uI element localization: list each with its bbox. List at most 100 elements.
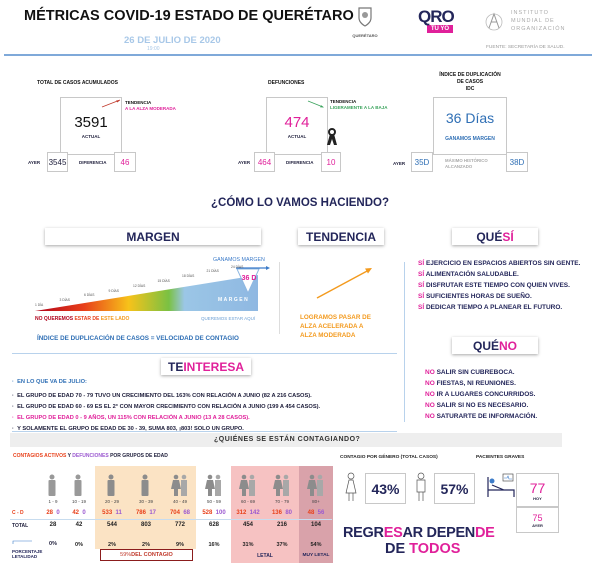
muy-letal-label: MUY LETAL [302, 553, 330, 558]
actual-label: ACTUAL [81, 133, 101, 139]
institute-logo-icon [485, 10, 503, 38]
queretaro-seal-logo: QUERÉTARO [352, 6, 378, 44]
total-value: 544 [106, 522, 117, 528]
margen-chart [35, 266, 270, 311]
age-label: 30 - 39 [138, 499, 153, 504]
section-title: ¿CÓMO LO VAMOS HACIENDO? [210, 197, 390, 209]
list-item: NO SATURARTE DE INFORMACIÓN. [425, 413, 538, 420]
total-value: 28 [49, 522, 57, 528]
margen-tick-label: 21 DÍAS [206, 269, 219, 274]
idc-box: 36 Días GANAMOS MARGEN [433, 97, 507, 155]
divider [12, 353, 397, 354]
tendencia-title: TENDENCIA [298, 228, 384, 245]
divider [404, 262, 405, 422]
total-value: 772 [174, 522, 185, 528]
institute-name: INSTITUTO MUNDIAL DE ORGANIZACIÓN [511, 10, 566, 32]
quienes-subtitle: CONTAGIOS ACTIVOS Y DEFUNCIONES POR GRUP… [13, 453, 168, 459]
pct-value: 31% [242, 542, 254, 548]
interesa-list: · EL GRUPO DE EDAD 70 - 79 TUVO UN CRECI… [12, 391, 320, 435]
divider [10, 519, 332, 520]
interesa-intro: · EN LO QUE VA DE JULIO: [12, 379, 87, 385]
list-item: · EL GRUPO DE EDAD 60 - 69 ES EL 2° CON … [12, 404, 321, 410]
trend-arrow-icon [316, 268, 372, 299]
age-label: 10 - 19 [71, 499, 86, 504]
casos-ayer-value: 3545 [47, 152, 68, 172]
pct-value: 2% [108, 542, 116, 548]
list-item: NO SALIR SIN CUBREBOCA. [425, 369, 515, 376]
pct-value: 0% [49, 541, 57, 547]
queremos-label: QUEREMOS ESTAR AQUÍ [201, 316, 256, 321]
idc-value: 36 Días [445, 110, 495, 126]
margen-bar-label: MARGEN [218, 297, 250, 303]
couple-icon [205, 474, 221, 496]
age-label: 70 - 79 [274, 499, 289, 504]
graves-ayer-value: 75 [532, 512, 543, 523]
idc-ayer-value: 35D [411, 152, 433, 172]
couple-icon [307, 474, 323, 496]
idc-sub: GANAMOS MARGEN [445, 136, 495, 142]
divider [279, 262, 280, 334]
graves-ayer-box: 75 AYER [516, 507, 559, 533]
list-item: NO SALIR SI NO ES NECESARIO. [425, 402, 529, 409]
trend-up-arrow-icon [101, 99, 121, 108]
person-icon [74, 474, 82, 496]
row-pct-label: PORCENTAJE LETALIDAD [12, 549, 43, 559]
pct-value: 9% [176, 542, 184, 548]
idc-title: ÍNDICE DE DUPLICACIÓN DE CASOS IDC [439, 72, 501, 92]
age-label: 60 - 69 [240, 499, 255, 504]
cd-value: 312 142 [236, 510, 260, 516]
age-label: 20 - 29 [104, 499, 119, 504]
pct-value: 0% [75, 542, 83, 548]
casos-title: TOTAL DE CASOS ACUMULADOS [37, 80, 118, 86]
genero-title: CONTAGIO POR GÉNERO (TOTAL CASOS) [340, 455, 438, 460]
pct-value: 54% [310, 542, 322, 548]
cd-value: 28 0 [46, 510, 60, 516]
que-si-title: QUÉ SÍ [452, 228, 538, 245]
pct-value: 37% [276, 542, 288, 548]
row-total-label: TOTAL [12, 523, 29, 529]
cd-value: 48 56 [307, 510, 325, 516]
cd-value: 528 100 [202, 510, 226, 516]
defunciones-actual-box: 474 ACTUAL [266, 97, 328, 155]
list-item: NO IR A LUGARES CONCURRIDOS. [425, 391, 536, 398]
mourning-ribbon-icon [327, 128, 337, 145]
report-time: 19:00 [147, 46, 160, 52]
ayer-label: AYER [28, 160, 41, 165]
total-value: 104 [310, 522, 321, 528]
margen-tick-label: 12 DÍAS [133, 283, 146, 288]
graves-hoy-value: 77 [529, 479, 546, 496]
hospital-bed-icon [487, 473, 515, 497]
defunciones-diff-value: 10 [321, 152, 341, 172]
margen-tick-label: 24 DÍAS [231, 264, 244, 269]
list-item: · Y SOLAMENTE EL GRUPO DE EDAD DE 30 - 3… [12, 426, 244, 432]
defunciones-title: DEFUNCIONES [268, 80, 305, 86]
margen-wedge [35, 275, 258, 311]
cd-value: 786 17 [135, 510, 157, 516]
casos-actual-value: 3591 [74, 113, 108, 131]
total-value: 216 [276, 522, 287, 528]
source-label: FUENTE: SECRETARÍA DE SALUD. [486, 45, 565, 50]
person-icon [107, 474, 115, 496]
line-icon [12, 540, 32, 544]
margen-tick-label: 3 DÍAS [59, 298, 70, 303]
qro-tu-yo-logo: QRO TÚ YO [418, 7, 455, 33]
max-historico-label: MÁXIMO HISTÓRICO ALCANZADO [445, 158, 488, 169]
casos-trend: A LA ALZA MODERADA [125, 106, 176, 111]
age-label: 1 - 9 [48, 499, 58, 504]
list-item: SÍ DEDICAR TIEMPO A PLANEAR EL FUTURO. [418, 304, 563, 311]
list-item: · EL GRUPO DE EDAD 70 - 79 TUVO UN CRECI… [12, 393, 312, 399]
casos-actual-box: 3591 ACTUAL [60, 97, 122, 155]
header-divider [4, 54, 592, 56]
que-no-list: NO SALIR SIN CUBREBOCA. NO FIESTAS, NI RE… [425, 369, 537, 424]
person-icon [141, 474, 149, 496]
que-no-title: QUÉ NO [452, 337, 538, 354]
margen-value: 36 D [241, 275, 257, 282]
ayer-label: AYER [532, 522, 543, 528]
total-value: 454 [242, 522, 253, 528]
age-label: 80+ [312, 499, 320, 504]
actual-label: ACTUAL [287, 133, 307, 139]
list-item: NO FIESTAS, NI REUNIONES. [425, 380, 516, 387]
age-label: 50 - 59 [206, 499, 221, 504]
hoy-label: HOY [533, 495, 542, 501]
slogan-line1: REGRESAR DEPENDE [343, 525, 495, 541]
